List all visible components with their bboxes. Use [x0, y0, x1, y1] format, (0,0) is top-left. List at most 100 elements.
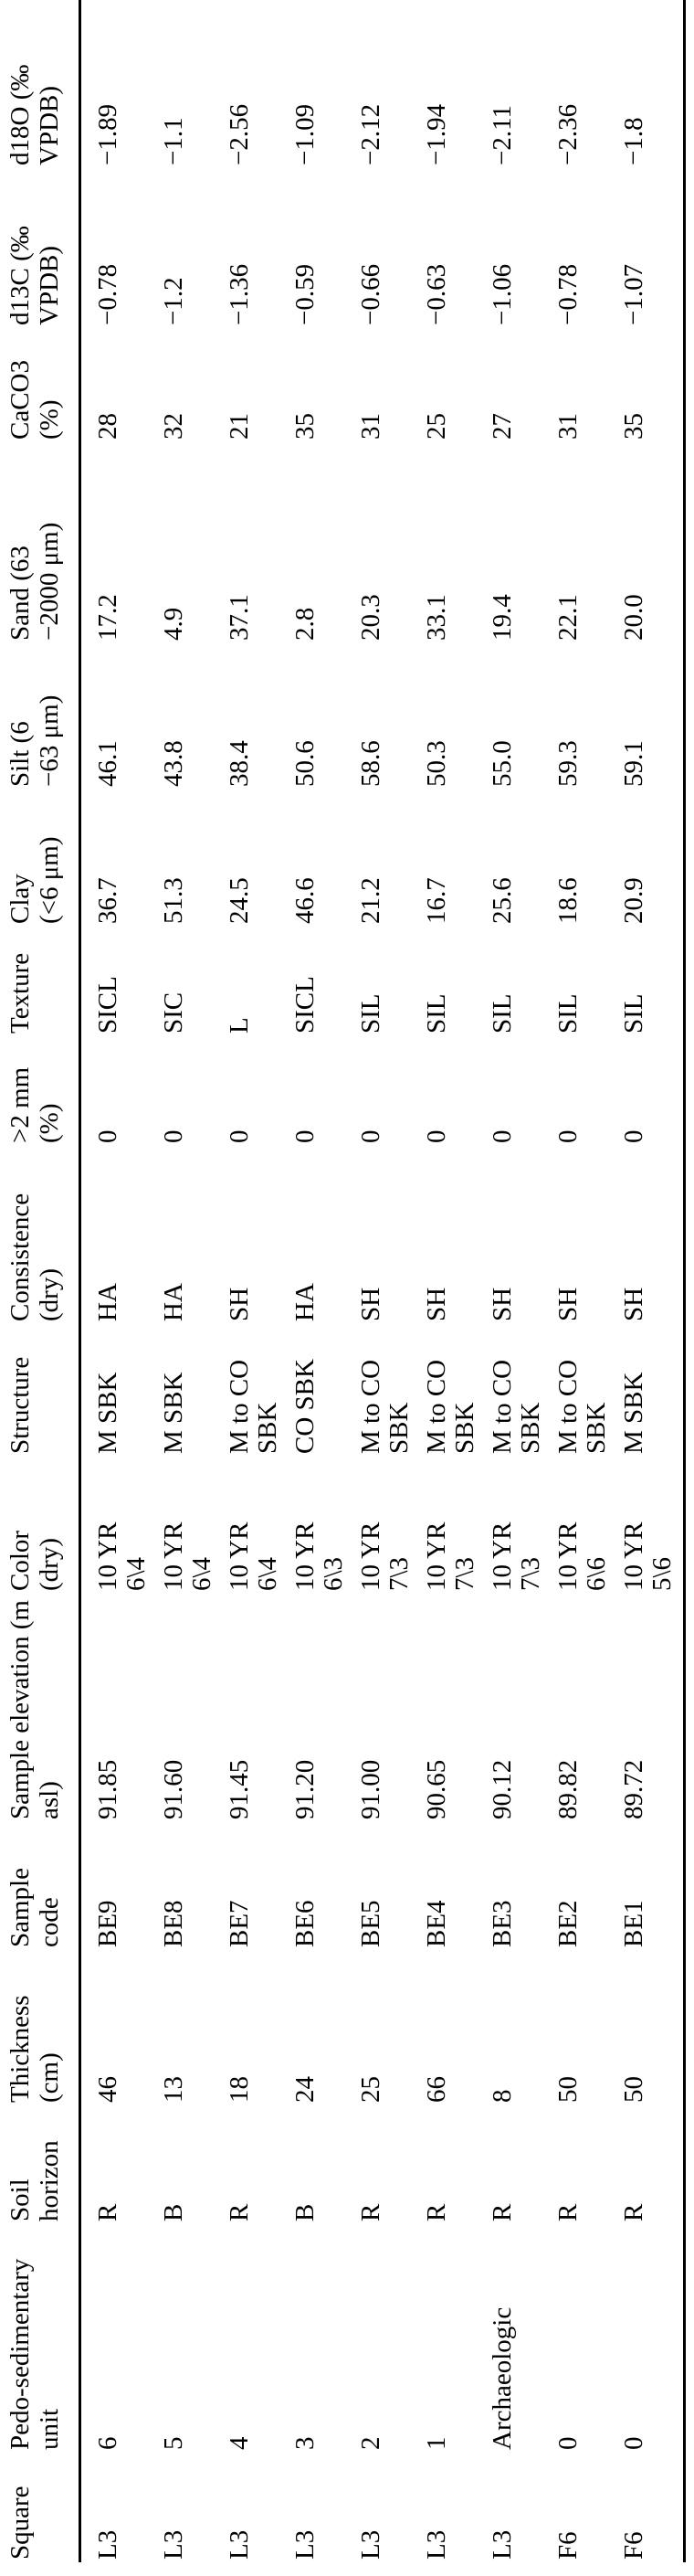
cell-d13c-row5: −0.66: [356, 263, 385, 325]
cell-sand-row1: 17.2: [93, 594, 122, 641]
cell-structure-row1: M SBK: [93, 1372, 122, 1454]
cell-sample-elevation-row6: 90.65: [422, 1759, 451, 1819]
cell-consistence-row3: SH: [225, 1287, 254, 1321]
cell-soil-horizon-row2: B: [159, 2203, 188, 2221]
cell-soil-horizon-row8: R: [553, 2203, 583, 2221]
cell-gt-2mm-row6: 0: [422, 1129, 451, 1144]
cell-sample-code-row2: BE8: [159, 1900, 188, 1947]
header-pedo-sedimentary-unit: Pedo-sedimentary unit: [5, 2258, 64, 2450]
header-texture: Texture: [5, 952, 35, 1034]
cell-gt-2mm-row5: 0: [356, 1129, 385, 1144]
cell-thickness-row7: 8: [488, 2089, 517, 2104]
column-structure: Structure M SBK M SBK M to CO SBK CO SBK M to …: [0, 1321, 686, 1454]
cell-sample-code-row6: BE4: [422, 1900, 451, 1947]
cell-texture-row2: SIC: [159, 991, 188, 1034]
cell-pedo-sedimentary-unit-row4: 3: [290, 2436, 320, 2451]
cell-sample-code-row8: BE2: [553, 1900, 583, 1947]
cell-pedo-sedimentary-unit-row2: 5: [159, 2436, 188, 2451]
cell-consistence-row5: SH: [356, 1287, 385, 1321]
cell-color-dry-row6: 10 YR 7\3: [422, 1521, 479, 1591]
cell-sample-code-row9: BE1: [619, 1900, 648, 1947]
cell-square-row5: L3: [356, 2529, 385, 2560]
cell-thickness-row5: 25: [356, 2076, 385, 2103]
column-consistence: Consistence (dry) HA HA SH HA SH SH SH SH SH: [0, 1143, 686, 1321]
cell-structure-row9: M SBK: [619, 1372, 648, 1454]
column-sand: Sand (63 −2000 μm) 17.2 4.9 37.1 2.8 20.3 33.1 1…: [0, 440, 686, 641]
cell-square-row6: L3: [422, 2529, 451, 2560]
cell-texture-row6: SIL: [422, 993, 451, 1034]
cell-square-row1: L3: [93, 2529, 122, 2560]
cell-square-row2: L3: [159, 2529, 188, 2560]
cell-sample-code-row1: BE9: [93, 1900, 122, 1947]
cell-d18o-row8: −2.36: [553, 103, 583, 165]
cell-soil-horizon-row5: R: [356, 2203, 385, 2221]
cell-texture-row7: SIL: [488, 993, 517, 1034]
cell-sand-row9: 20.0: [619, 594, 648, 641]
cell-sample-elevation-row4: 91.20: [290, 1759, 320, 1819]
header-consistence: Consistence (dry): [5, 1193, 64, 1321]
cell-soil-horizon-row3: R: [225, 2203, 254, 2221]
cell-d18o-row1: −1.89: [93, 103, 122, 165]
header-d13c: d13C (‰ VPDB): [5, 226, 64, 325]
header-square: Square: [5, 2486, 35, 2560]
cell-d18o-row2: −1.1: [159, 117, 188, 165]
cell-d18o-row3: −2.56: [225, 103, 254, 165]
cell-silt-row6: 50.3: [422, 740, 451, 787]
header-d18o: d18O (‰ VPDB): [5, 64, 64, 165]
header-gt-2mm: >2 mm (%): [5, 1066, 64, 1143]
column-d18o: d18O (‰ VPDB) −1.89 −1.1 −2.56 −1.09 −2.12 −1.9…: [0, 1, 686, 165]
cell-soil-horizon-row6: R: [422, 2203, 451, 2221]
cell-silt-row2: 43.8: [159, 740, 188, 787]
column-color-dry: Color (dry) 10 YR 6\4 10 YR 6\4 10 YR 6\4 10 YR 6…: [0, 1454, 686, 1591]
cell-sample-elevation-row5: 91.00: [356, 1759, 385, 1819]
cell-color-dry-row1: 10 YR 6\4: [93, 1521, 151, 1591]
cell-soil-horizon-row7: R: [488, 2203, 517, 2221]
cell-sand-row8: 22.1: [553, 594, 583, 641]
column-texture: Texture SICL SIC L SICL SIL SIL SIL SIL SIL: [0, 924, 686, 1034]
cell-caco3-row4: 35: [290, 413, 320, 440]
cell-structure-row5: M to CO SBK: [356, 1359, 414, 1454]
cell-clay-row8: 18.6: [553, 877, 583, 924]
header-structure: Structure: [5, 1356, 35, 1454]
cell-silt-row7: 55.0: [488, 740, 517, 787]
column-thickness: Thickness (cm) 46 13 18 24 25 66 8 50 50: [0, 1947, 686, 2103]
cell-silt-row9: 59.1: [619, 740, 648, 787]
cell-consistence-row7: SH: [488, 1287, 517, 1321]
cell-d13c-row3: −1.36: [225, 263, 254, 325]
cell-d13c-row4: −0.59: [290, 263, 320, 325]
cell-square-row4: L3: [290, 2529, 320, 2560]
cell-sample-elevation-row8: 89.82: [553, 1759, 583, 1819]
cell-gt-2mm-row4: 0: [290, 1129, 320, 1144]
cell-consistence-row6: SH: [422, 1287, 451, 1321]
cell-d13c-row2: −1.2: [159, 277, 188, 325]
cell-thickness-row8: 50: [553, 2076, 583, 2103]
cell-color-dry-row5: 10 YR 7\3: [356, 1521, 414, 1591]
cell-caco3-row5: 31: [356, 413, 385, 440]
header-soil-horizon: Soil horizon: [5, 2140, 64, 2221]
cell-color-dry-row2: 10 YR 6\4: [159, 1521, 216, 1591]
cell-thickness-row4: 24: [290, 2076, 320, 2103]
cell-sand-row7: 19.4: [488, 594, 517, 641]
cell-texture-row5: SIL: [356, 993, 385, 1034]
cell-square-row7: L3: [488, 2529, 517, 2560]
cell-d13c-row8: −0.78: [553, 263, 583, 325]
column-pedo-sedimentary-unit: Pedo-sedimentary unit 6 5 4 3 2 1 Archaeologic 0 0: [0, 2221, 686, 2450]
cell-d18o-row5: −2.12: [356, 103, 385, 165]
cell-pedo-sedimentary-unit-row1: 6: [93, 2436, 122, 2451]
cell-sample-code-row3: BE7: [225, 1900, 254, 1947]
cell-sample-code-row5: BE5: [356, 1900, 385, 1947]
column-caco3: CaCO3 (%) 28 32 21 35 31 25 27 31 35: [0, 325, 686, 440]
header-clay: Clay (<6 μm): [5, 836, 64, 924]
cell-caco3-row1: 28: [93, 413, 122, 440]
cell-structure-row4: CO SBK: [290, 1359, 320, 1454]
cell-clay-row7: 25.6: [488, 877, 517, 924]
cell-sand-row6: 33.1: [422, 594, 451, 641]
cell-clay-row1: 36.7: [93, 877, 122, 924]
cell-consistence-row2: HA: [159, 1283, 188, 1321]
cell-d18o-row4: −1.09: [290, 103, 320, 165]
cell-texture-row9: SIL: [619, 993, 648, 1034]
cell-silt-row8: 59.3: [553, 740, 583, 787]
cell-consistence-row4: HA: [290, 1283, 320, 1321]
cell-gt-2mm-row1: 0: [93, 1129, 122, 1144]
